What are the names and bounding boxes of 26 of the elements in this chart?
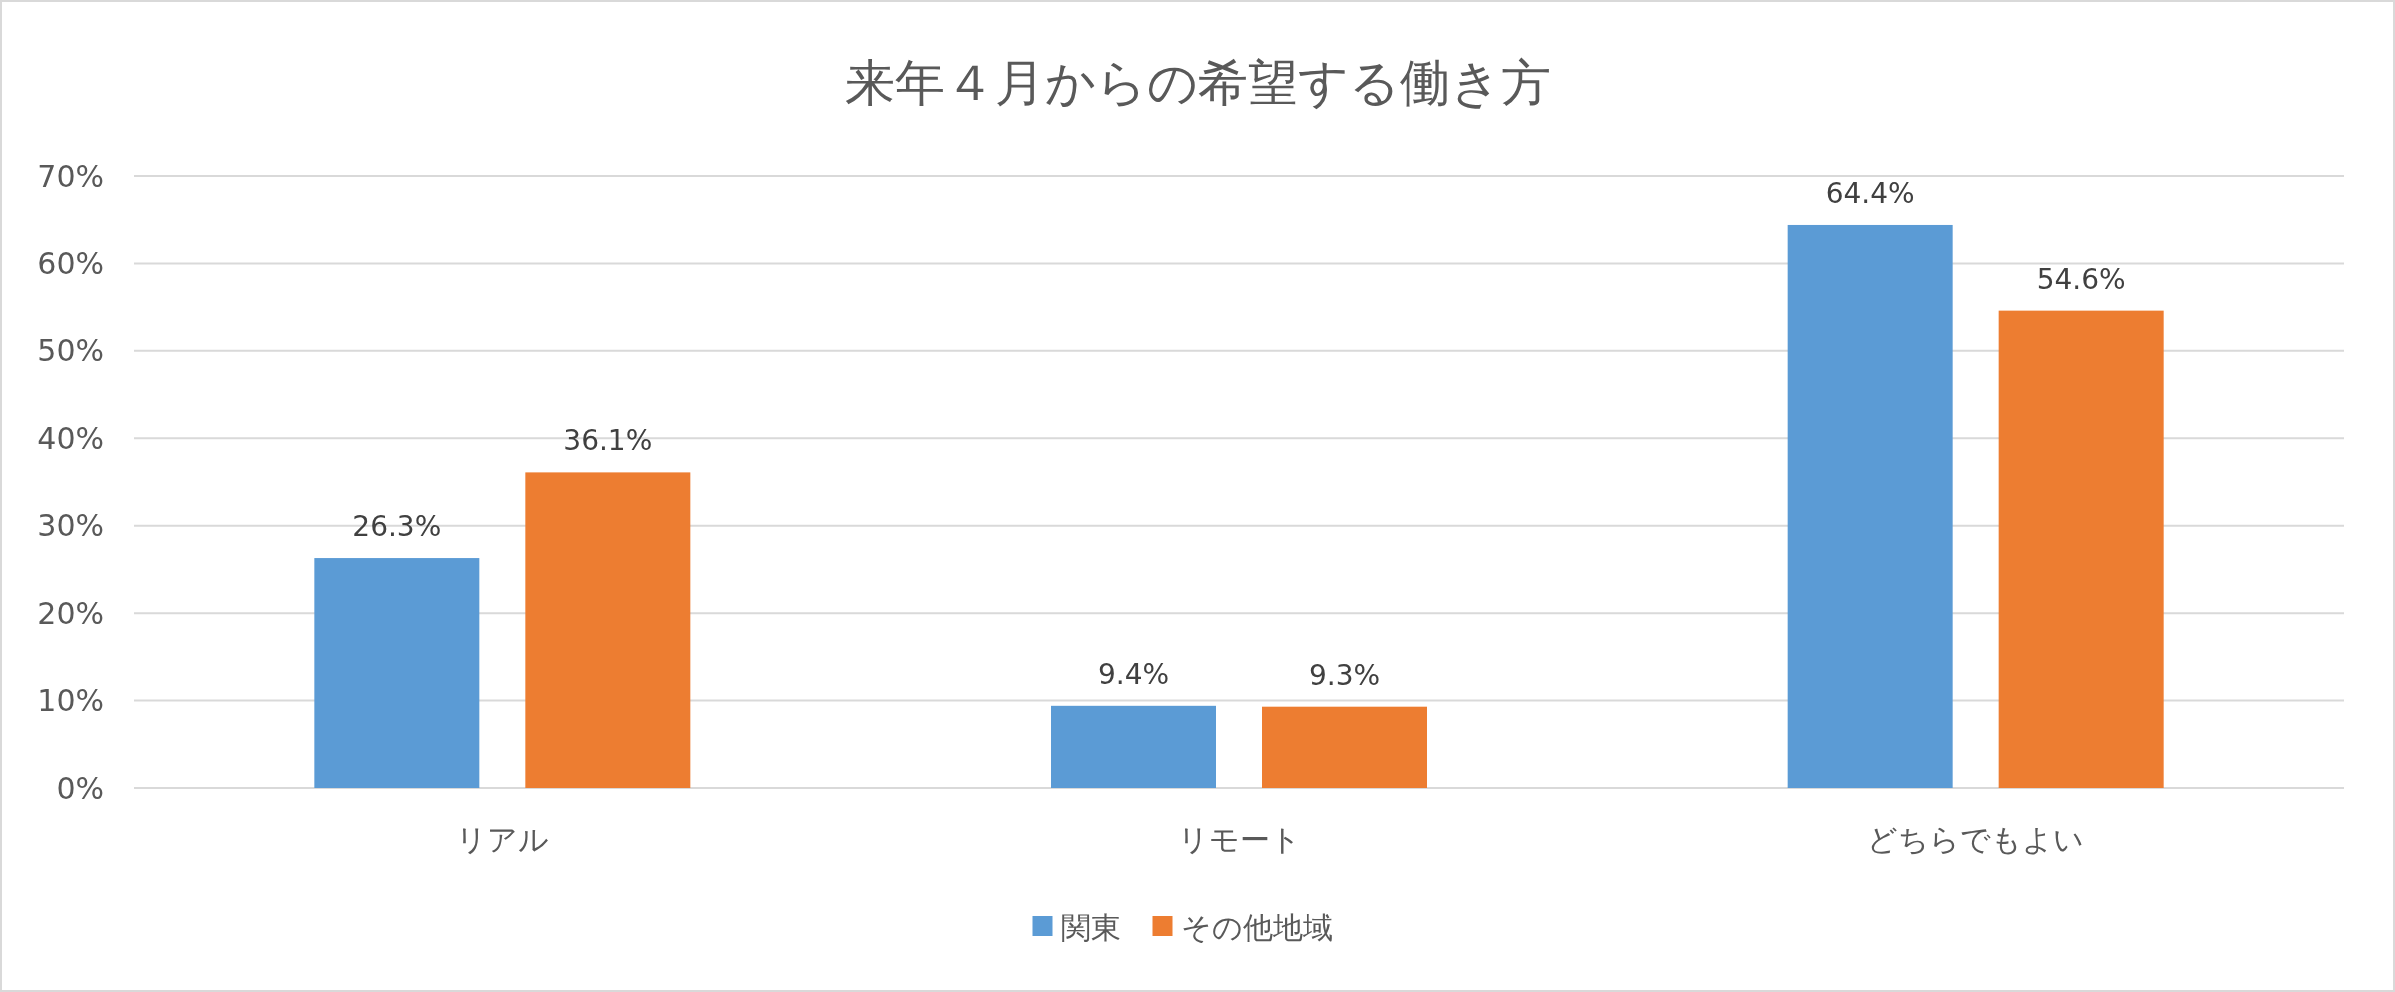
legend-label: その他地域 xyxy=(1180,909,1333,945)
x-tick-label: リモート xyxy=(1177,822,1301,857)
data-label: 64.4% xyxy=(1825,176,1915,210)
bar xyxy=(1998,310,2164,788)
y-tick-label: 60% xyxy=(37,245,104,281)
y-tick-label: 10% xyxy=(37,683,104,719)
legend-label: 関東 xyxy=(1060,909,1121,945)
y-tick-label: 0% xyxy=(56,770,104,806)
bar xyxy=(1787,224,1953,788)
data-label: 9.3% xyxy=(1308,658,1381,692)
y-tick-label: 40% xyxy=(37,420,104,456)
y-tick-label: 20% xyxy=(37,595,104,631)
y-tick-label: 30% xyxy=(37,508,104,544)
bar xyxy=(1262,706,1427,788)
data-label: 36.1% xyxy=(563,424,653,458)
bar xyxy=(314,558,480,788)
data-label: 26.3% xyxy=(352,510,442,544)
bar xyxy=(525,472,691,788)
y-tick-label: 70% xyxy=(37,158,104,194)
bar xyxy=(1051,705,1216,788)
data-label: 9.4% xyxy=(1097,657,1170,691)
x-tick-label: リアル xyxy=(455,822,549,857)
y-tick-label: 50% xyxy=(37,333,104,369)
data-label: 54.6% xyxy=(2036,262,2126,296)
chart-title: 来年４月からの希望する働き方 xyxy=(844,54,1551,112)
x-tick-label: どちらでもよい xyxy=(1867,822,2085,857)
